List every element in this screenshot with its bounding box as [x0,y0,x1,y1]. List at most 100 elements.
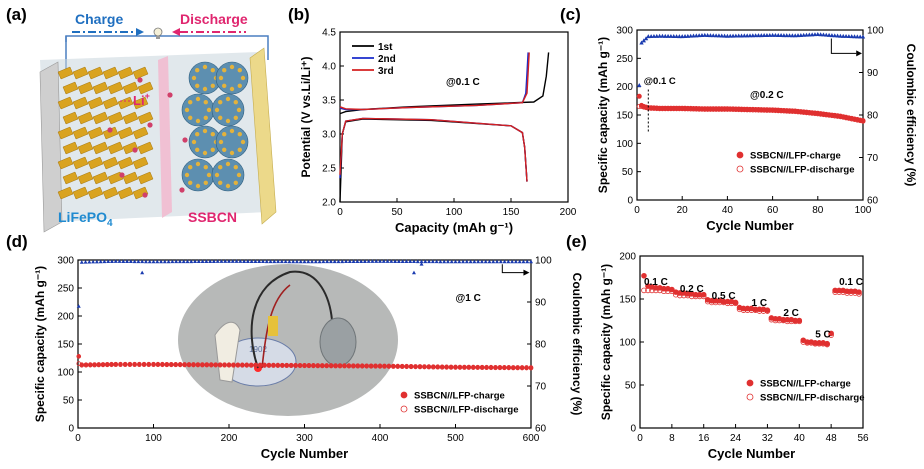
data-point-open [837,114,843,120]
y-tick-label: 4.0 [322,62,336,73]
data-point-triangle [498,259,503,264]
data-point-open [453,365,458,370]
lifepo4-crystal [137,111,154,125]
data-point-open [413,364,418,370]
lifepo4-crystal [132,66,149,80]
lifepo4-crystal [92,81,109,95]
x-tick-label: 0 [75,433,81,444]
data-point-open [716,106,722,112]
data-point-open [457,365,463,370]
data-point-open [764,107,770,113]
data-point-triangle [389,259,394,263]
data-point-open [475,365,481,370]
data-point-open [662,106,668,112]
data-point-triangle [102,259,107,264]
data-point-triangle [370,259,375,263]
data-point-open [724,106,730,112]
data-point-open [177,362,183,368]
series-line-1st-charge [339,52,550,115]
data-point-open [760,308,767,314]
lifepo4-crystal [122,141,139,155]
data-point-open [812,340,819,347]
data-point-filled [746,379,754,387]
data-point-open [448,365,454,370]
data-point-open [746,393,754,401]
panel-label-b: (b) [288,5,310,24]
y-axis-label: Specific capacity (mAh g⁻¹) [596,37,610,193]
data-point-triangle [332,259,337,264]
data-point-open [780,317,787,324]
legend-entry: SSBCN//LFP-charge [760,379,851,390]
lifepo4-crystal [117,126,134,140]
charge-arrow-icon [72,28,144,36]
connector [268,316,278,336]
data-point-open [204,362,210,368]
ssbcn-particle [210,83,215,88]
data-point-triangle [321,259,326,264]
lifepo4-crystal [72,126,89,140]
li-ion [147,122,153,128]
data-point-triangle [639,40,644,45]
data-point-triangle [502,259,507,264]
data-point-triangle [427,259,432,264]
data-point-open [736,165,744,173]
data-point-open [804,340,811,346]
data-point-filled [641,272,647,279]
x-tick-label: 40 [794,433,806,444]
li-ion [179,187,185,193]
data-point-triangle [313,259,318,264]
y2-tick-label: 90 [535,298,547,309]
data-point-open [722,106,728,112]
data-point-open [688,293,695,300]
data-point-triangle [761,33,767,38]
data-point-open [399,364,405,370]
data-point-triangle [310,259,315,264]
panel-label-a: (a) [6,5,27,24]
data-point-open [748,307,755,313]
data-point-open [96,362,102,368]
legend-entry: SSBCN//LFP-discharge [760,393,865,404]
data-point-triangle [253,259,258,264]
data-point-open [843,115,849,121]
data-point-triangle [143,259,148,264]
data-point-triangle [657,33,662,38]
data-point-open [826,112,832,118]
data-point-triangle [838,33,843,38]
data-point-open [716,299,723,306]
data-point-triangle [744,33,750,38]
legend-entry: SSBCN//LFP-discharge [750,165,855,176]
data-point-open [182,362,187,368]
data-point-triangle [756,33,761,38]
data-point-open [740,307,747,313]
y2-tick-label: 60 [867,196,879,207]
data-point-triangle [276,259,281,264]
data-point-open [639,104,645,110]
ssbcn-particle [222,147,227,152]
data-point-triangle [776,33,781,37]
cathode-label: LiFePO4 [58,209,113,229]
data-point-triangle [702,32,707,37]
data-point-open [141,362,147,368]
data-point-open [462,365,467,370]
y-tick-label: 100 [616,139,633,150]
data-point-open [739,107,745,113]
x-tick-label: 100 [855,205,872,216]
ssbcn-particle [210,147,215,152]
data-point-open [470,365,476,370]
ssbcn-particle [233,115,238,120]
data-point-triangle [170,259,175,264]
ssbcn-particle [237,147,242,152]
data-point-triangle [298,259,303,264]
data-point-triangle [711,33,716,38]
data-point-triangle [140,259,145,264]
ssbcn-particle [202,86,208,92]
data-point-open [744,307,751,313]
data-point-open [311,363,316,369]
ssbcn-particle [203,165,208,170]
data-point-open [444,365,449,370]
lifepo4-crystal [117,186,134,200]
data-point-open [364,364,369,369]
data-point-triangle [125,259,130,263]
x-tick-label: 8 [669,433,675,444]
ssbcn-particle [202,128,208,134]
